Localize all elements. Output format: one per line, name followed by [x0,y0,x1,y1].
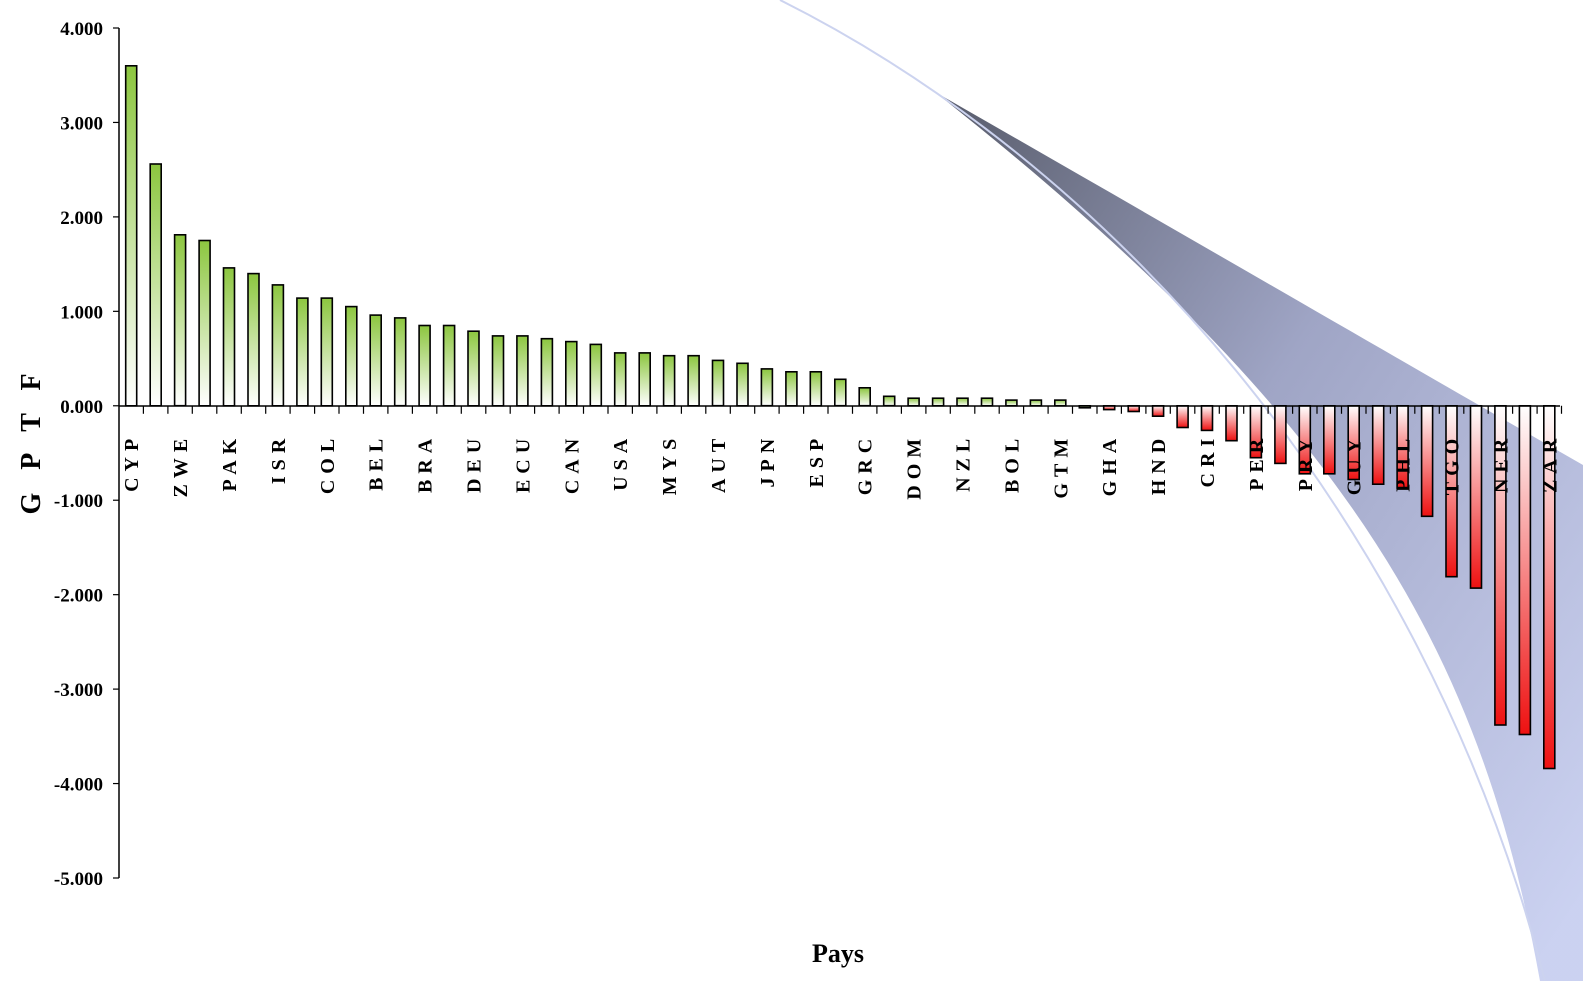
bar [1371,404,1385,485]
bar [296,297,309,407]
x-category-label: COL [317,433,339,494]
bar [760,368,774,407]
bar [1225,404,1238,442]
bar [1200,404,1214,432]
y-axis-title: G P T F [16,365,47,514]
x-category-label: BRA [415,433,437,493]
ticks-layer [113,27,1563,879]
bar [564,340,578,407]
decorative-swoosh-outline [779,0,1546,981]
x-category-label: TGO [1442,433,1464,495]
x-category-label: ZWE [170,433,192,498]
x-category-label: ISR [268,433,290,484]
x-category-label: HND [1148,433,1170,495]
bar [736,362,749,407]
bar [980,397,994,407]
bar [1029,399,1043,407]
x-category-label: BEL [366,433,388,491]
bar [931,397,945,407]
x-category-label: ESP [806,433,828,488]
x-category-label: AUT [708,433,730,493]
x-category-label: GUY [1344,433,1366,495]
y-tick-label: 2.000 [60,208,103,229]
x-category-label: DOM [904,433,926,500]
bar [320,297,334,407]
bar [393,317,407,407]
y-tick-label: -1.000 [54,491,103,512]
bar [467,330,480,407]
x-category-label: CYP [121,433,143,492]
x-category-label: CRI [1197,433,1219,488]
bar [809,370,823,407]
bar [638,352,652,407]
bar [589,343,603,407]
bar [1151,404,1165,417]
decorative-swoosh [935,92,1583,981]
bar [1054,399,1067,407]
bar [1323,404,1336,475]
x-category-label: JPN [757,433,779,488]
y-tick-label: 4.000 [60,19,103,40]
y-tick-label: -3.000 [54,680,103,701]
x-category-label: USA [610,433,632,491]
bar [613,352,627,407]
x-category-label: DEU [464,433,486,493]
x-category-label: NER [1490,433,1512,493]
bar [540,337,554,407]
y-tick-label: -4.000 [54,775,103,796]
bar [247,272,260,407]
bar [956,397,969,407]
bar [833,378,847,407]
x-category-label: PAK [219,433,241,492]
y-tick-label: 0.000 [60,397,103,418]
category-labels: CYP ZWE PAK ISR COL BEL BRA DEU ECU CAN USA MYS AUT J… [121,433,1561,500]
bar [1420,404,1434,518]
bar [222,267,236,407]
bar [344,305,358,407]
y-tick-label: 1.000 [60,302,103,323]
bar [711,359,725,407]
bar [442,324,456,407]
bar [173,234,187,407]
x-axis-title: Pays [812,939,864,968]
y-tick-label: -5.000 [54,869,103,890]
bar [687,354,700,407]
bar [1176,404,1189,429]
bar [1518,404,1532,736]
bar [785,370,798,407]
x-category-label: PRY [1295,433,1317,491]
y-tick-label: 3.000 [60,113,103,134]
x-category-label: ZAR [1539,433,1561,493]
bar [1469,404,1483,589]
bar [491,335,505,407]
bar [124,65,138,407]
x-category-label: GTM [1050,433,1072,499]
bar [418,324,431,407]
x-category-label: GHA [1099,433,1121,497]
y-tick-labels: 4.000 3.000 2.000 1.000 0.000 -1.000 -2.000 -3.… [54,19,103,890]
y-tick-label: -2.000 [54,586,103,607]
x-category-label: NZL [953,433,975,492]
x-category-label: BOL [1001,433,1023,493]
bar [1274,404,1287,465]
bar [858,386,872,407]
bar [1005,399,1018,407]
x-category-label: PER [1246,433,1268,491]
bar [516,335,529,407]
bar [271,284,285,407]
bar [907,397,920,407]
bar [662,354,676,407]
x-category-label: PHL [1393,433,1415,492]
bar [369,314,383,407]
bars-layer [124,65,1556,770]
x-category-label: MYS [659,433,681,495]
bar [149,163,162,407]
bar [882,395,896,407]
x-category-label: GRC [855,433,877,495]
x-category-label: ECU [512,433,534,493]
x-category-label: CAN [561,433,583,494]
bar [198,239,211,407]
